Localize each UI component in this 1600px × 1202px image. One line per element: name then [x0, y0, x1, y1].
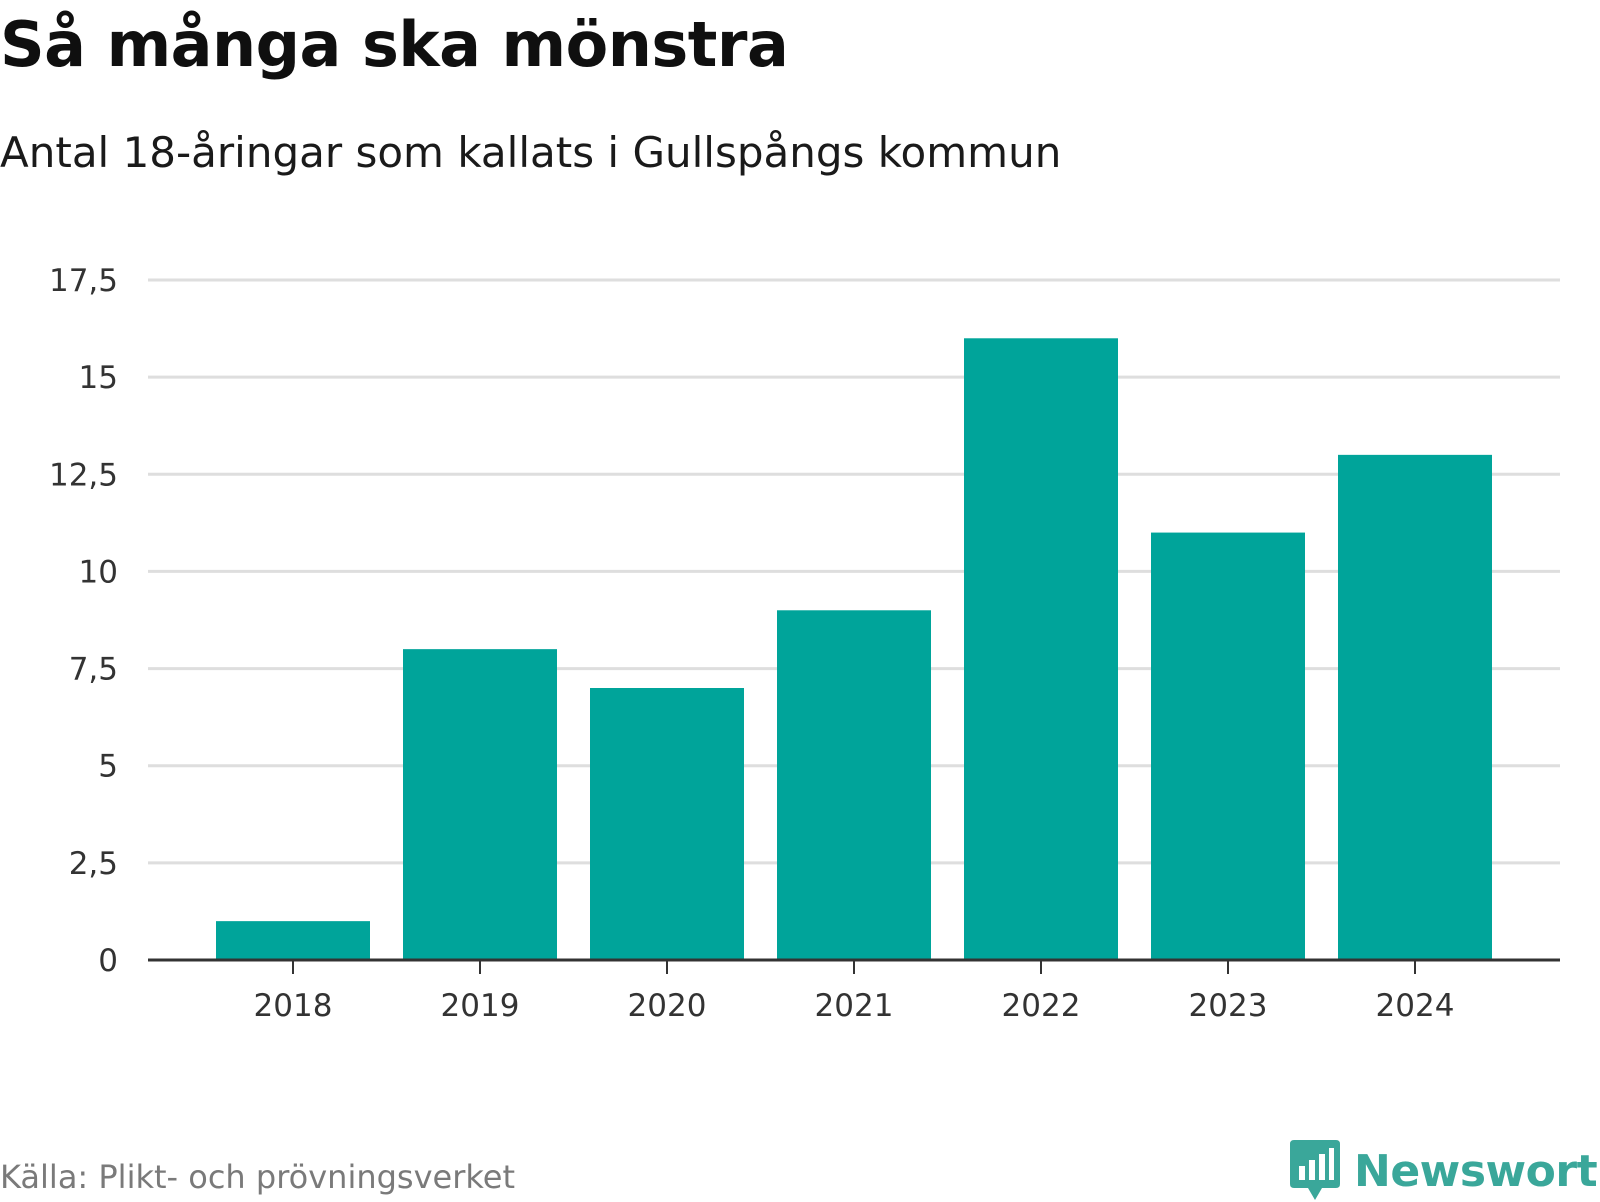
x-tick-labels: 2018 2019 2020 2021 2022 2023 2024 [254, 988, 1455, 1024]
y-tick-label: 15 [79, 360, 118, 396]
chart-title: Så många ska mönstra [0, 8, 789, 81]
y-tick-label: 7,5 [69, 652, 118, 688]
bars [216, 338, 1492, 960]
x-tick-label: 2022 [1002, 988, 1081, 1024]
brand-name: Newsworthy [1354, 1145, 1600, 1197]
x-tick-label: 2019 [441, 988, 520, 1024]
bar-2018 [216, 921, 370, 960]
source-note: Källa: Plikt- och prövningsverket [0, 1158, 515, 1196]
x-tick-label: 2021 [815, 988, 894, 1024]
y-tick-label: 2,5 [69, 846, 118, 882]
x-tick-label: 2023 [1189, 988, 1268, 1024]
chart-subtitle: Antal 18-åringar som kallats i Gullspång… [0, 128, 1062, 177]
y-tick-label: 5 [98, 749, 118, 785]
y-tick-label: 10 [79, 554, 118, 590]
y-tick-label: 17,5 [49, 263, 118, 299]
bar-2024 [1338, 454, 1492, 960]
bar-2019 [403, 649, 557, 960]
newsworthy-logo-icon [1290, 1140, 1340, 1200]
y-tick-label: 12,5 [49, 457, 118, 493]
y-tick-label: 0 [98, 943, 118, 979]
bar-2023 [1151, 532, 1305, 960]
brand-logo: Newsworthy [1290, 1140, 1600, 1202]
y-tick-labels: 0 2,5 5 7,5 10 12,5 15 17,5 [49, 263, 118, 979]
x-tick-label: 2020 [628, 988, 707, 1024]
x-tick-label: 2024 [1376, 988, 1455, 1024]
x-tick-label: 2018 [254, 988, 333, 1024]
x-axis [148, 958, 1560, 974]
bar-2020 [590, 688, 744, 960]
bar-2022 [964, 338, 1118, 960]
bar-2021 [777, 610, 931, 960]
